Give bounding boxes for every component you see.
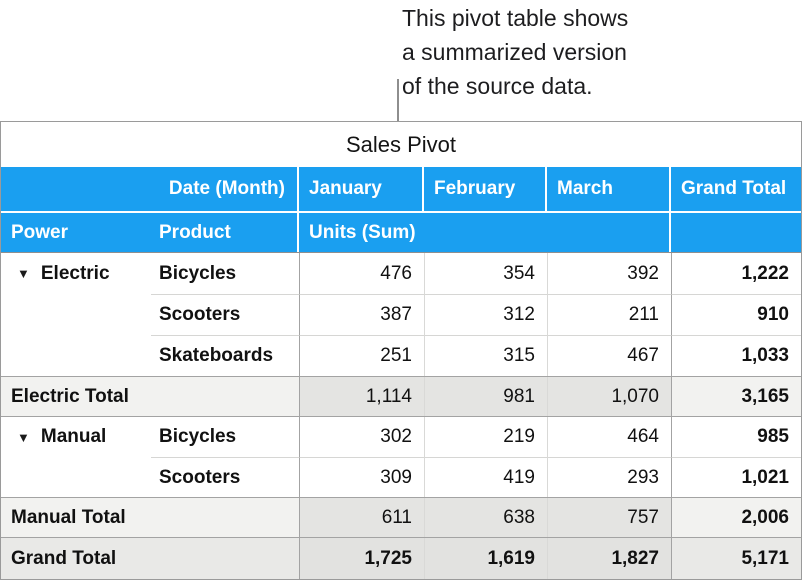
header-february[interactable]: February xyxy=(424,167,547,211)
subtotal-row-manual: Manual Total 611 638 757 2,006 xyxy=(1,497,801,537)
product-cell[interactable]: Skateboards xyxy=(151,335,299,376)
cell-row-total[interactable]: 910 xyxy=(671,294,801,335)
disclosure-triangle-icon[interactable]: ▼ xyxy=(17,429,30,445)
product-cell[interactable]: Bicycles xyxy=(159,426,237,447)
subtotal-row-electric: Electric Total 1,114 981 1,070 3,165 xyxy=(1,376,801,417)
table-row: ▼ Electric Bicycles 476 354 392 1,222 xyxy=(1,253,801,294)
cell-row-total[interactable]: 3,165 xyxy=(671,377,801,416)
callout-connector-line xyxy=(397,79,399,122)
subtotal-label[interactable]: Electric Total xyxy=(1,377,299,416)
header-product[interactable]: Product xyxy=(151,213,299,252)
cell-mar[interactable]: 1,070 xyxy=(547,377,671,416)
header-empty xyxy=(671,213,801,252)
power-group-manual[interactable]: ▼ Manual xyxy=(1,417,151,457)
cell-feb[interactable]: 219 xyxy=(424,417,547,457)
cell-mar[interactable]: 211 xyxy=(547,294,671,335)
cell-jan[interactable]: 302 xyxy=(299,417,424,457)
table-row: ▼ Manual Bicycles 302 219 464 985 xyxy=(1,417,801,457)
header-date-month[interactable]: Date (Month) xyxy=(1,167,299,211)
cell-jan[interactable]: 476 xyxy=(299,253,424,294)
cell-mar[interactable]: 392 xyxy=(547,253,671,294)
cell-feb[interactable]: 638 xyxy=(424,498,547,537)
power-group-spacer xyxy=(1,457,151,497)
table-title-row: Sales Pivot xyxy=(1,122,801,167)
subtotal-label[interactable]: Manual Total xyxy=(1,498,299,537)
cell-row-total[interactable]: 5,171 xyxy=(671,538,801,579)
cell-feb[interactable]: 981 xyxy=(424,377,547,416)
cell-jan[interactable]: 1,725 xyxy=(299,538,424,579)
header-march[interactable]: March xyxy=(547,167,671,211)
cell-jan[interactable]: 387 xyxy=(299,294,424,335)
cell-jan[interactable]: 251 xyxy=(299,335,424,376)
grand-total-label[interactable]: Grand Total xyxy=(1,538,299,579)
cell-mar[interactable]: 464 xyxy=(547,417,671,457)
cell-feb[interactable]: 1,619 xyxy=(424,538,547,579)
cell-feb[interactable]: 315 xyxy=(424,335,547,376)
table-title[interactable]: Sales Pivot xyxy=(345,131,457,157)
table-row: Scooters 309 419 293 1,021 xyxy=(1,457,801,497)
power-group-electric[interactable]: ▼ Electric xyxy=(1,253,151,294)
cell-jan[interactable]: 309 xyxy=(299,457,424,497)
cell-jan[interactable]: 1,114 xyxy=(299,377,424,416)
disclosure-triangle-icon[interactable]: ▼ xyxy=(17,266,30,281)
cell-mar[interactable]: 467 xyxy=(547,335,671,376)
power-group-spacer xyxy=(1,335,151,376)
cell-jan[interactable]: 611 xyxy=(299,498,424,537)
power-group-spacer xyxy=(1,294,151,335)
pivot-table: Sales Pivot Date (Month) January Februar… xyxy=(0,121,802,580)
header-row-months: Date (Month) January February March Gran… xyxy=(1,167,801,213)
table-row: Scooters 387 312 211 910 xyxy=(1,294,801,335)
cell-row-total[interactable]: 985 xyxy=(671,417,801,457)
header-units-sum[interactable]: Units (Sum) xyxy=(299,213,671,252)
header-row-fields: Power Product Units (Sum) xyxy=(1,213,801,253)
cell-mar[interactable]: 757 xyxy=(547,498,671,537)
cell-row-total[interactable]: 1,033 xyxy=(671,335,801,376)
header-january[interactable]: January xyxy=(299,167,424,211)
cell-row-total[interactable]: 2,006 xyxy=(671,498,801,537)
cell-row-total[interactable]: 1,222 xyxy=(671,253,801,294)
product-cell[interactable]: Scooters xyxy=(151,294,299,335)
cell-feb[interactable]: 419 xyxy=(424,457,547,497)
header-power[interactable]: Power xyxy=(11,221,69,243)
cell-feb[interactable]: 354 xyxy=(424,253,547,294)
table-row: Skateboards 251 315 467 1,033 xyxy=(1,335,801,376)
header-grand-total[interactable]: Grand Total xyxy=(681,178,787,199)
power-label: Electric xyxy=(40,262,110,284)
grand-total-row: Grand Total 1,725 1,619 1,827 5,171 xyxy=(1,537,801,579)
callout-text: This pivot table shows a summarized vers… xyxy=(402,5,629,99)
cell-mar[interactable]: 293 xyxy=(547,457,671,497)
cell-feb[interactable]: 312 xyxy=(424,294,547,335)
product-cell[interactable]: Scooters xyxy=(151,457,299,497)
product-cell[interactable]: Bicycles xyxy=(159,262,237,284)
cell-row-total[interactable]: 1,021 xyxy=(671,457,801,497)
cell-mar[interactable]: 1,827 xyxy=(547,538,671,579)
power-label: Manual xyxy=(40,426,107,447)
